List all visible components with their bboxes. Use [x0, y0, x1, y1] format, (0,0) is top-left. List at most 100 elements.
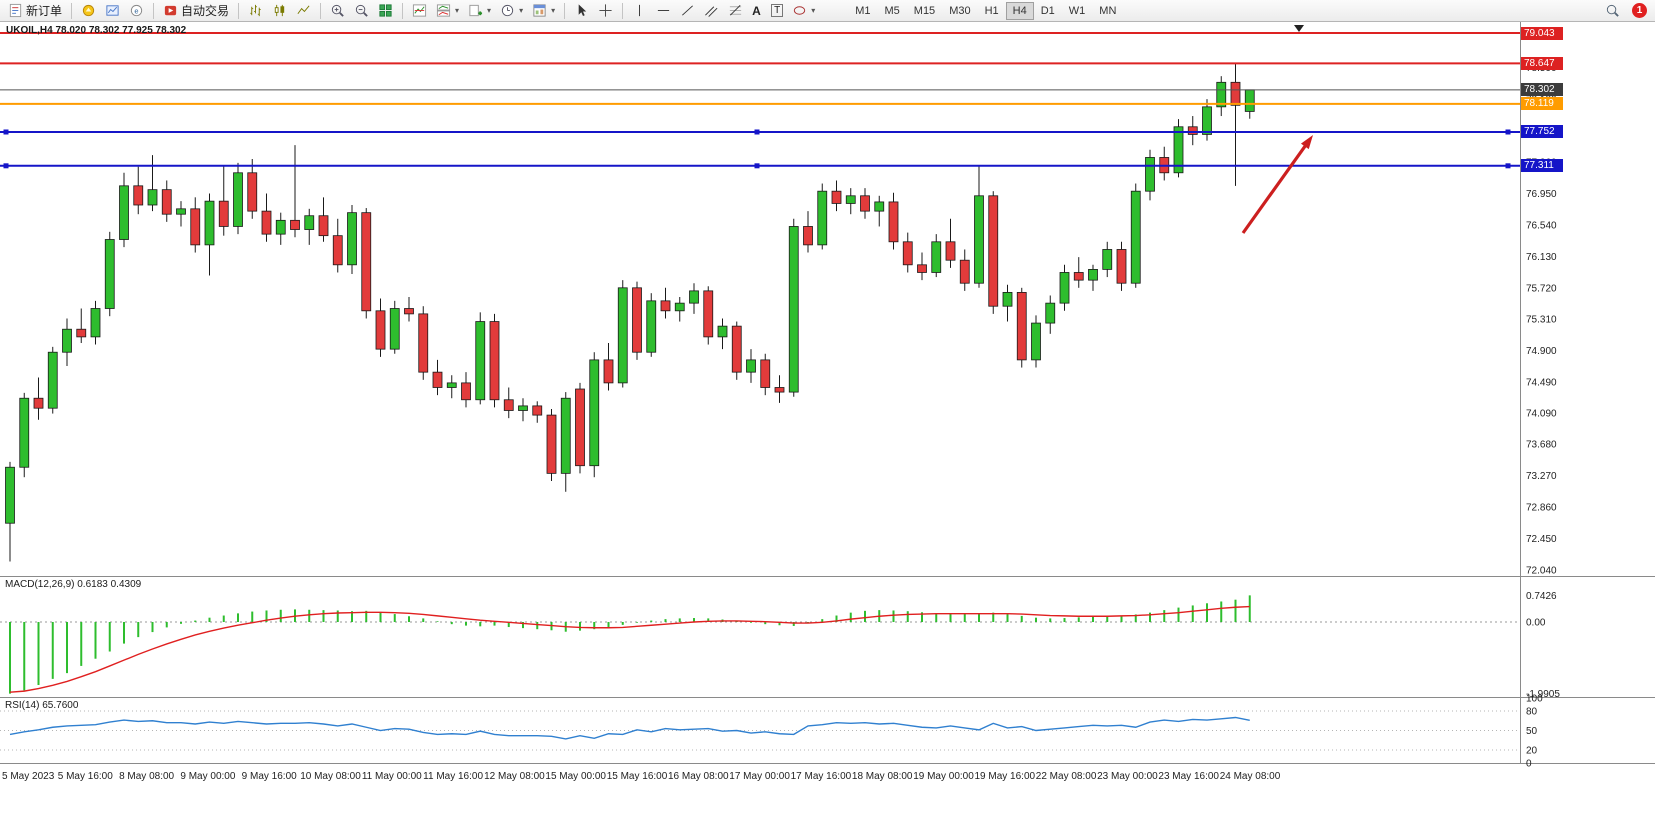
candle-body — [147, 189, 158, 206]
price-axis-label: 76.950 — [1526, 189, 1557, 200]
market-watch-button[interactable] — [77, 1, 100, 21]
timeframe-mn[interactable]: MN — [1092, 2, 1123, 20]
timeframe-h1[interactable]: H1 — [978, 2, 1006, 20]
candle-body — [1230, 81, 1241, 106]
candle-body — [532, 405, 543, 416]
new-order-button[interactable]: 新订单 — [4, 1, 66, 21]
label-tool-button[interactable]: T — [767, 1, 787, 21]
trend-arrow-annotation[interactable] — [1241, 143, 1308, 234]
candle-body — [1187, 126, 1198, 135]
market-watch-icon — [82, 4, 95, 17]
candle-body — [389, 308, 400, 350]
candle-body — [5, 466, 15, 524]
add-indicator-button[interactable]: ▾ — [464, 1, 495, 21]
tile-windows-icon — [379, 4, 392, 17]
timeframe-m5[interactable]: M5 — [878, 2, 907, 20]
bar-chart-button[interactable] — [244, 1, 267, 21]
template-button[interactable]: ▾ — [528, 1, 559, 21]
hline-handle[interactable] — [3, 163, 9, 169]
candle-body — [446, 382, 457, 388]
horizontal-line-button[interactable] — [652, 1, 675, 21]
timeframe-m1[interactable]: M1 — [848, 2, 877, 20]
timeframe-group: M1 M5 M15 M30 H1 H4 D1 W1 MN — [848, 1, 1123, 20]
hline-handle[interactable] — [3, 129, 9, 135]
timeframe-h4[interactable]: H4 — [1005, 1, 1034, 20]
shapes-button[interactable]: ▾ — [788, 1, 819, 21]
candle-body — [817, 190, 828, 246]
channel-icon — [705, 6, 718, 17]
time-axis-label: 15 May 00:00 — [545, 771, 606, 782]
hline-handle[interactable] — [754, 129, 760, 135]
text-tool-button[interactable]: A — [748, 1, 766, 21]
period-dropdown-button[interactable]: ▾ — [496, 1, 527, 21]
rsi-axis-label: 100 — [1526, 694, 1543, 705]
candle-body — [1016, 292, 1027, 361]
timeframe-w1[interactable]: W1 — [1062, 2, 1093, 20]
chevron-down-icon: ▾ — [487, 6, 492, 15]
candle-body — [632, 287, 642, 353]
candle-body — [489, 321, 500, 401]
time-axis-label: 11 May 16:00 — [423, 771, 483, 782]
line-chart-button[interactable] — [292, 1, 315, 21]
time-axis-label: 8 May 08:00 — [119, 771, 174, 782]
autotrading-label: 自动交易 — [181, 4, 230, 18]
chart-window[interactable]: 78.59078.18077.77077.36076.95076.54076.1… — [0, 22, 1655, 827]
timeframe-d1[interactable]: D1 — [1034, 2, 1062, 20]
time-axis-label: 12 May 08:00 — [484, 771, 545, 782]
tile-windows-button[interactable] — [374, 1, 397, 21]
fibonacci-button[interactable] — [724, 1, 747, 21]
chevron-down-icon: ▾ — [519, 6, 524, 15]
candle-body — [1244, 89, 1255, 112]
price-axis-label: 73.270 — [1526, 471, 1557, 482]
candle-body — [176, 208, 186, 215]
trendline-button[interactable] — [676, 1, 699, 21]
trend-arrow-head[interactable] — [1300, 135, 1313, 150]
cursor-button[interactable] — [570, 1, 593, 21]
indicator-window-button[interactable]: ▾ — [432, 1, 463, 21]
rsi-line — [9, 716, 1250, 740]
autotrading-icon — [164, 5, 177, 16]
vertical-line-icon — [639, 4, 641, 17]
rsi-indicator-label: RSI(14) 65.7600 — [5, 700, 79, 711]
candlestick-chart-button[interactable] — [268, 1, 291, 21]
indicators-button[interactable] — [408, 1, 431, 21]
rsi-axis-label: 20 — [1526, 746, 1538, 757]
mql5-community-button[interactable]: e — [125, 1, 148, 21]
hline-handle[interactable] — [754, 163, 760, 169]
candle-body — [432, 371, 443, 388]
data-window-button[interactable] — [101, 1, 124, 21]
autotrading-button[interactable]: 自动交易 — [159, 1, 233, 21]
candle-body — [1102, 249, 1113, 270]
svg-text:e: e — [134, 6, 138, 15]
search-button[interactable] — [1601, 1, 1624, 21]
chart-shift-marker[interactable] — [1294, 25, 1304, 32]
cursor-icon — [578, 4, 587, 16]
channel-button[interactable] — [700, 1, 723, 21]
zoom-out-button[interactable] — [350, 1, 373, 21]
rsi-axis-label: 0 — [1526, 759, 1532, 770]
candle-body — [1202, 106, 1212, 135]
macd-indicator-label: MACD(12,26,9) 0.6183 0.4309 — [5, 579, 142, 590]
candle-body — [760, 359, 771, 388]
toolbar-separator — [564, 2, 566, 19]
time-axis-label: 9 May 00:00 — [180, 771, 235, 782]
time-axis-label: 22 May 08:00 — [1036, 771, 1097, 782]
candle-body — [1116, 249, 1127, 284]
time-axis-label: 5 May 2023 — [2, 771, 55, 782]
indicator-window-icon — [436, 4, 451, 17]
candle-body — [418, 313, 429, 373]
vertical-line-button[interactable] — [628, 1, 651, 21]
rsi-axis-label: 50 — [1526, 726, 1538, 737]
hline-handle[interactable] — [1505, 163, 1511, 169]
timeframe-m15[interactable]: M15 — [907, 2, 942, 20]
hline-handle[interactable] — [1505, 129, 1511, 135]
zoom-in-button[interactable] — [326, 1, 349, 21]
notification-badge[interactable]: 1 — [1632, 3, 1647, 18]
candle-body — [233, 172, 243, 227]
candle-body — [703, 290, 714, 338]
crosshair-button[interactable] — [594, 1, 617, 21]
timeframe-m30[interactable]: M30 — [942, 2, 977, 20]
toolbar-separator — [402, 2, 404, 19]
rsi-axis-label: 80 — [1526, 707, 1538, 718]
candle-body — [902, 241, 913, 266]
